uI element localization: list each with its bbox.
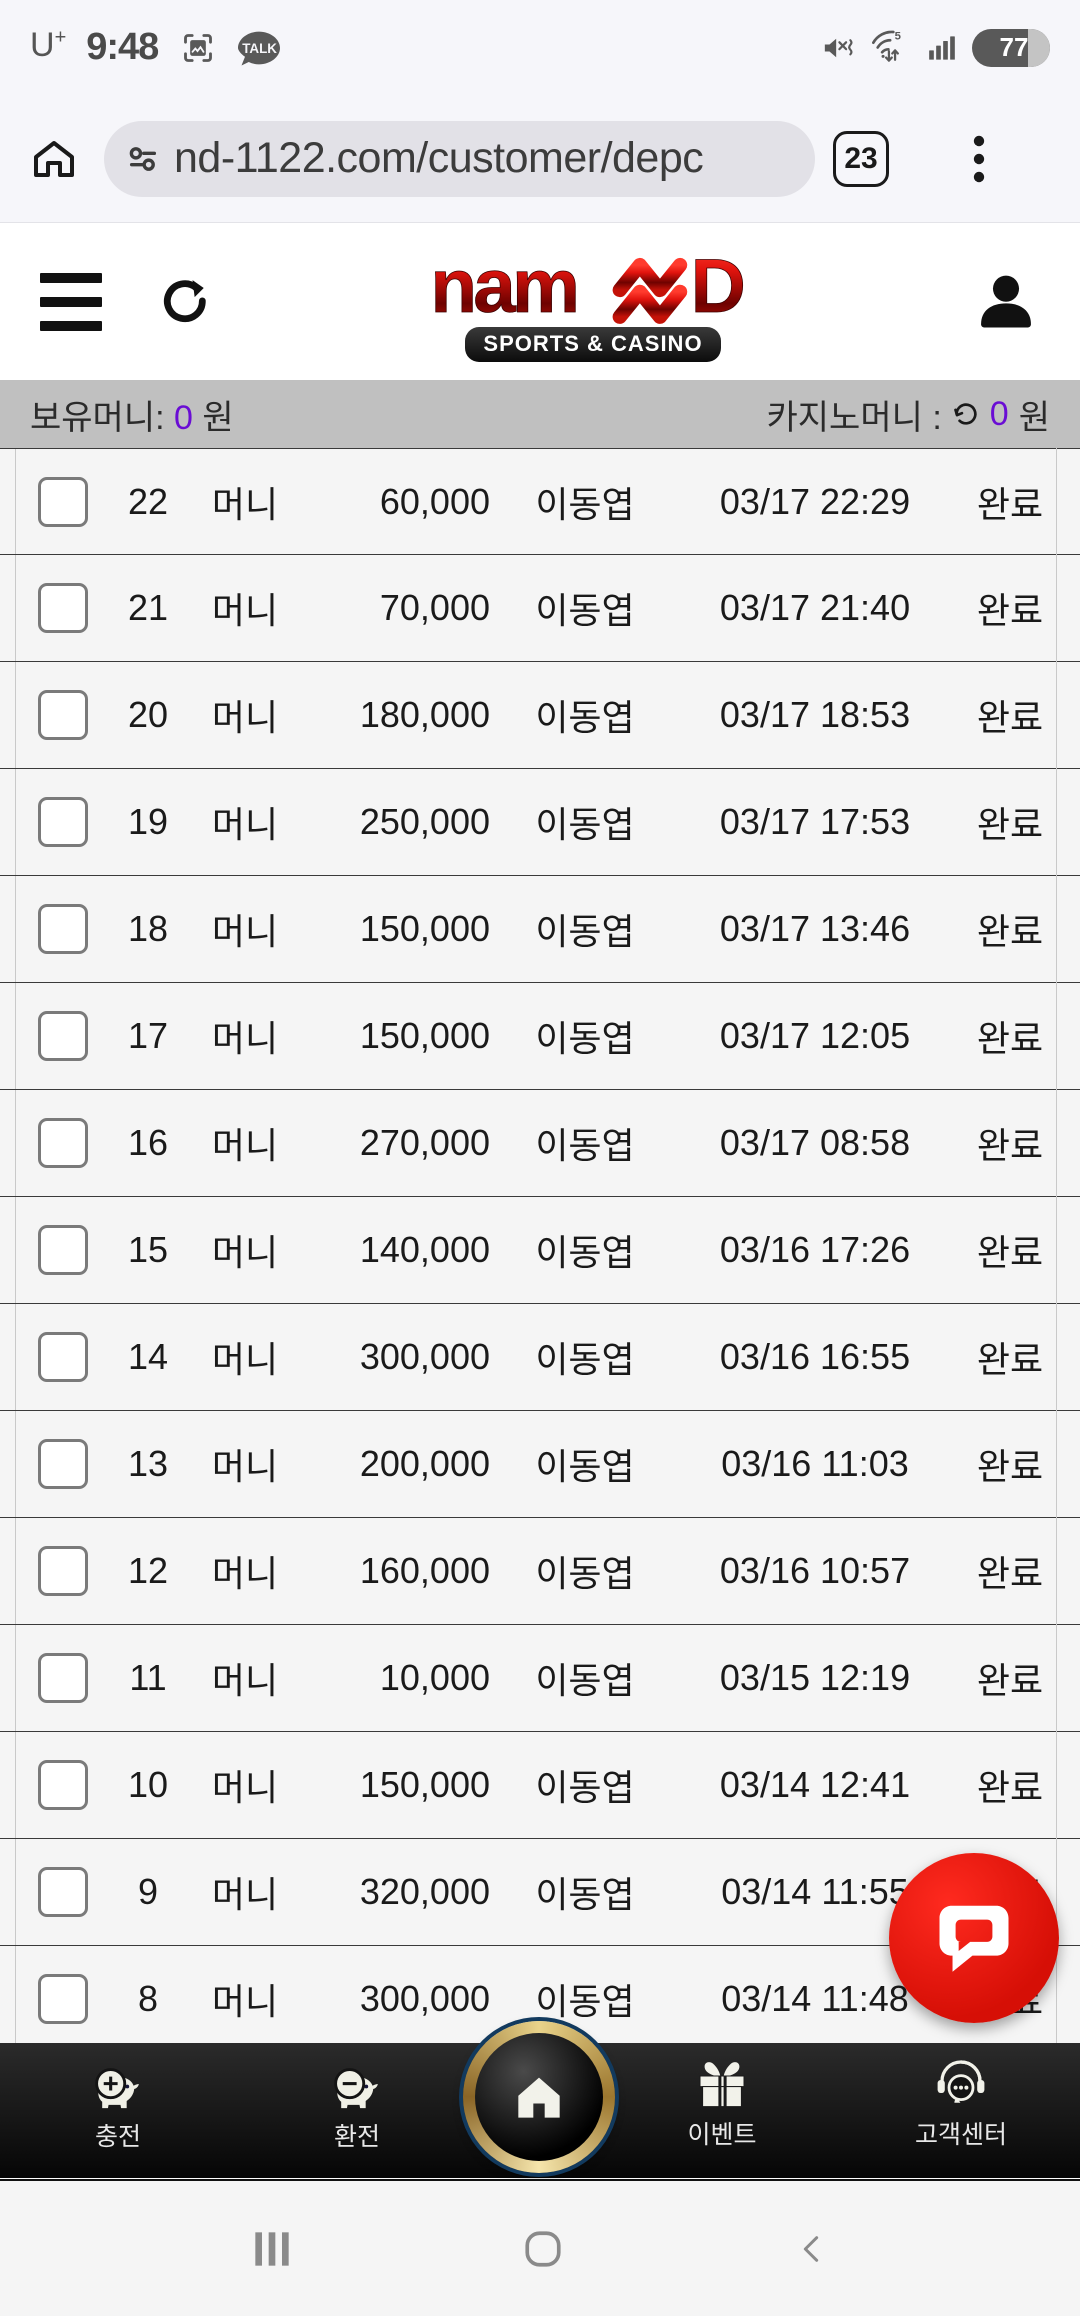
svg-text:D: D	[691, 245, 746, 329]
svg-text:TALK: TALK	[243, 41, 278, 56]
svg-text:nam: nam	[430, 245, 576, 329]
svg-text:5: 5	[895, 30, 901, 42]
